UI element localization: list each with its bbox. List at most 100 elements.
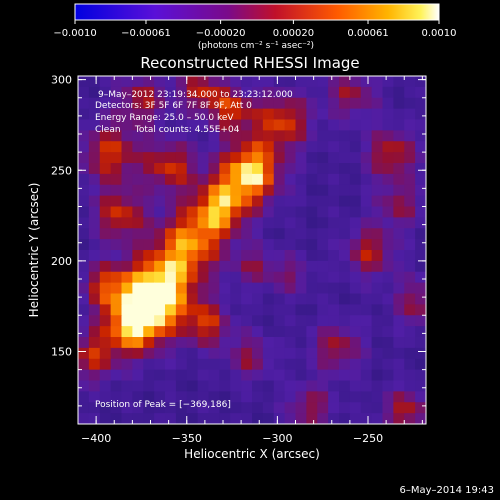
heatmap-cell bbox=[78, 304, 90, 316]
heatmap-cell bbox=[349, 337, 362, 349]
heatmap-cell bbox=[415, 391, 426, 403]
heatmap-cell bbox=[154, 86, 166, 99]
heatmap-cell bbox=[186, 380, 199, 392]
x-tick-label: −250 bbox=[353, 432, 383, 445]
heatmap-cell bbox=[241, 217, 253, 229]
colorbar-tick-label: 0.0010 bbox=[422, 28, 457, 39]
heatmap-cell bbox=[241, 293, 253, 305]
heatmap-cell bbox=[360, 130, 373, 142]
heatmap-cell bbox=[339, 195, 351, 208]
heatmap-cell bbox=[110, 260, 123, 273]
heatmap-cell bbox=[328, 184, 340, 197]
heatmap-cell bbox=[317, 424, 328, 435]
heatmap-cell bbox=[241, 337, 253, 349]
heatmap-cell bbox=[175, 260, 188, 273]
heatmap-cell bbox=[262, 239, 275, 251]
heatmap-cell bbox=[154, 326, 166, 338]
heatmap-cell bbox=[175, 391, 188, 403]
heatmap-cell bbox=[132, 76, 144, 88]
heatmap-cell bbox=[317, 239, 329, 251]
heatmap-cell bbox=[317, 86, 329, 99]
heatmap-cell bbox=[121, 358, 133, 371]
heatmap-cell bbox=[426, 424, 437, 435]
heatmap-cell bbox=[360, 97, 373, 110]
heatmap-cell bbox=[426, 141, 437, 152]
heatmap-cell bbox=[252, 326, 264, 338]
heatmap-cell bbox=[306, 293, 318, 305]
heatmap-cell bbox=[241, 282, 253, 295]
heatmap-cell bbox=[110, 217, 123, 229]
heatmap-cell bbox=[219, 337, 231, 349]
heatmap-cell bbox=[121, 260, 133, 273]
heatmap-cell bbox=[360, 369, 373, 382]
heatmap-cell bbox=[143, 391, 155, 403]
heatmap-cell bbox=[165, 293, 177, 305]
heatmap-cell bbox=[230, 347, 242, 360]
heatmap-cell bbox=[317, 413, 329, 424]
heatmap-cell bbox=[284, 206, 297, 218]
heatmap-cell bbox=[339, 315, 351, 327]
observation-info: 9–May–2012 23:19:34.000 to 23:23:12.000 … bbox=[95, 90, 293, 135]
heatmap-cell bbox=[339, 391, 351, 403]
heatmap-cell bbox=[186, 239, 199, 251]
heatmap-cell bbox=[306, 86, 318, 99]
heatmap-cell bbox=[339, 358, 351, 371]
heatmap-cell bbox=[339, 304, 351, 316]
heatmap-cell bbox=[186, 402, 199, 414]
heatmap-cell bbox=[186, 173, 199, 186]
heatmap-cell bbox=[208, 369, 220, 382]
heatmap-cell bbox=[88, 304, 101, 316]
heatmap-cell bbox=[415, 358, 426, 371]
heatmap-cell bbox=[219, 195, 231, 208]
heatmap-cell bbox=[404, 86, 416, 99]
heatmap-cell bbox=[121, 86, 133, 99]
heatmap-cell bbox=[415, 402, 426, 414]
heatmap-cell bbox=[219, 97, 231, 110]
heatmap-cell bbox=[99, 119, 112, 131]
heatmap-cell bbox=[165, 380, 177, 392]
heatmap-cell bbox=[273, 86, 286, 99]
heatmap-cell bbox=[273, 413, 286, 424]
heatmap-cell bbox=[197, 184, 210, 197]
heatmap-cell bbox=[404, 195, 416, 208]
heatmap-cell bbox=[78, 271, 90, 284]
heatmap-cell bbox=[404, 347, 416, 360]
heatmap-cell bbox=[154, 108, 166, 121]
heatmap-cell bbox=[415, 217, 426, 229]
heatmap-cell bbox=[121, 206, 133, 218]
heatmap-cell bbox=[339, 282, 351, 295]
heatmap-cell bbox=[317, 347, 329, 360]
heatmap-cell bbox=[393, 358, 405, 371]
heatmap-cell bbox=[360, 337, 373, 349]
heatmap-cell bbox=[230, 250, 242, 262]
heatmap-cell bbox=[154, 173, 166, 186]
heatmap-cell bbox=[295, 250, 307, 262]
heatmap-cells bbox=[78, 76, 437, 435]
heatmap-cell bbox=[273, 163, 286, 175]
heatmap-cell bbox=[404, 217, 416, 229]
heatmap-cell bbox=[339, 228, 351, 240]
heatmap-cell bbox=[154, 195, 166, 208]
heatmap-cell bbox=[165, 97, 177, 110]
heatmap-cell bbox=[284, 391, 297, 403]
heatmap-cell bbox=[99, 369, 112, 382]
heatmap-cell bbox=[393, 195, 405, 208]
heatmap-cell bbox=[219, 130, 231, 142]
heatmap-cell bbox=[317, 195, 329, 208]
heatmap-cell bbox=[165, 195, 177, 208]
heatmap-cell bbox=[371, 163, 384, 175]
heatmap-cell bbox=[132, 206, 144, 218]
heatmap-cell bbox=[393, 250, 405, 262]
heatmap-cell bbox=[175, 173, 188, 186]
heatmap-cell bbox=[339, 119, 351, 131]
x-axis-title: Heliocentric X (arcsec) bbox=[184, 447, 320, 461]
heatmap-cell bbox=[382, 130, 394, 142]
heatmap-cell bbox=[426, 109, 437, 120]
heatmap-cell bbox=[273, 293, 286, 305]
heatmap-cell bbox=[219, 369, 231, 382]
heatmap-cell bbox=[339, 152, 351, 164]
heatmap-cell bbox=[415, 206, 426, 218]
heatmap-cell bbox=[393, 108, 405, 121]
heatmap-cell bbox=[317, 250, 329, 262]
heatmap-cell bbox=[121, 326, 133, 338]
